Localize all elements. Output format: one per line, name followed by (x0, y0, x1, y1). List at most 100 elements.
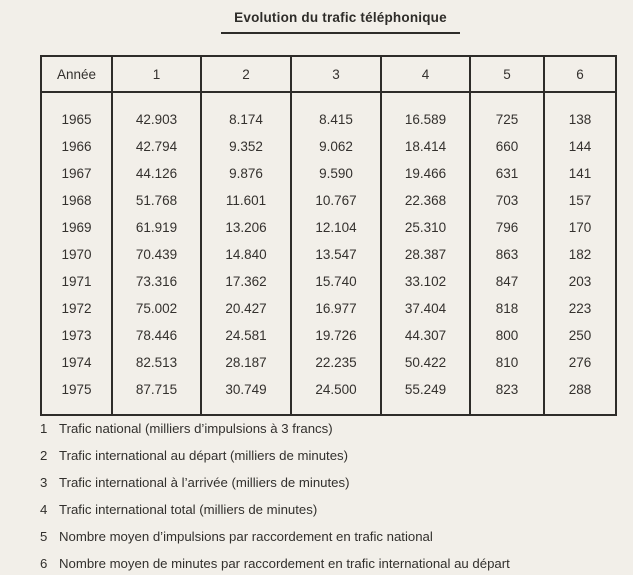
column-header: 2 (200, 56, 291, 93)
value-cell: 144 (543, 133, 616, 160)
value-cell: 44.126 (111, 160, 201, 187)
value-cell: 138 (543, 92, 616, 133)
footnote-text: Trafic national (milliers d’impulsions à… (59, 421, 333, 436)
value-cell: 847 (469, 268, 544, 295)
value-cell: 28.387 (380, 241, 470, 268)
value-cell: 863 (469, 241, 544, 268)
value-cell: 9.352 (200, 133, 291, 160)
column-header: 6 (543, 56, 616, 93)
value-cell: 8.415 (290, 92, 381, 133)
value-cell: 660 (469, 133, 544, 160)
value-cell: 9.876 (200, 160, 291, 187)
value-cell: 288 (543, 376, 616, 415)
value-cell: 203 (543, 268, 616, 295)
value-cell: 14.840 (200, 241, 291, 268)
value-cell: 25.310 (380, 214, 470, 241)
value-cell: 75.002 (111, 295, 201, 322)
footnote-text: Trafic international au départ (milliers… (59, 448, 349, 463)
value-cell: 50.422 (380, 349, 470, 376)
value-cell: 17.362 (200, 268, 291, 295)
value-cell: 9.062 (290, 133, 381, 160)
value-cell: 19.466 (380, 160, 470, 187)
column-header: 4 (380, 56, 470, 93)
footnote: 2 Trafic international au départ (millier… (40, 442, 625, 469)
footnote-number: 5 (40, 529, 48, 544)
value-cell: 13.547 (290, 241, 381, 268)
value-cell: 18.414 (380, 133, 470, 160)
value-cell: 20.427 (200, 295, 291, 322)
value-cell: 823 (469, 376, 544, 415)
footnote: 3 Trafic international à l’arrivée (milli… (40, 469, 625, 496)
value-cell: 8.174 (200, 92, 291, 133)
value-cell: 796 (469, 214, 544, 241)
footnote-number: 6 (40, 556, 48, 571)
value-cell: 182 (543, 241, 616, 268)
value-cell: 800 (469, 322, 544, 349)
value-cell: 87.715 (111, 376, 201, 415)
value-cell: 170 (543, 214, 616, 241)
footnote-number: 1 (40, 421, 48, 436)
value-cell: 19.726 (290, 322, 381, 349)
value-cell: 810 (469, 349, 544, 376)
value-cell: 818 (469, 295, 544, 322)
value-cell: 22.235 (290, 349, 381, 376)
value-cell: 82.513 (111, 349, 201, 376)
value-cell: 33.102 (380, 268, 470, 295)
footnote: 6 Nombre moyen de minutes par raccordemen… (40, 550, 625, 575)
table-header-row: Année 1 2 3 4 5 6 (41, 56, 616, 93)
value-cell: 276 (543, 349, 616, 376)
year-cell: 1970 (61, 247, 92, 262)
value-cell: 11.601 (200, 187, 291, 214)
value-cell: 42.903 (111, 92, 201, 133)
value-cell: 10.767 (290, 187, 381, 214)
table-row: 1967 44.126 9.876 9.590 19.466 631 141 (41, 160, 616, 187)
year-cell: 1966 (61, 139, 92, 154)
value-cell: 631 (469, 160, 544, 187)
value-cell: 44.307 (380, 322, 470, 349)
value-cell: 42.794 (111, 133, 201, 160)
footnote: 1 Trafic national (milliers d’impulsions … (40, 415, 625, 442)
footnote-text: Nombre moyen d’impulsions par raccordeme… (59, 529, 433, 544)
footnote-number: 4 (40, 502, 48, 517)
year-cell: 1968 (61, 193, 92, 208)
column-header: Année (41, 56, 112, 93)
table-header: Année 1 2 3 4 5 6 (41, 56, 616, 93)
table-row: 1969 61.919 13.206 12.104 25.310 796 170 (41, 214, 616, 241)
value-cell: 30.749 (200, 376, 291, 415)
value-cell: 24.500 (290, 376, 381, 415)
footnote: 5 Nombre moyen d’impulsions par raccordem… (40, 523, 625, 550)
value-cell: 28.187 (200, 349, 291, 376)
value-cell: 141 (543, 160, 616, 187)
year-cell: 1965 (61, 112, 92, 127)
value-cell: 223 (543, 295, 616, 322)
value-cell: 22.368 (380, 187, 470, 214)
value-cell: 78.446 (111, 322, 201, 349)
table-row: 1965 42.903 8.174 8.415 16.589 725 138 (41, 92, 616, 133)
value-cell: 70.439 (111, 241, 201, 268)
table-row: 1968 51.768 11.601 10.767 22.368 703 157 (41, 187, 616, 214)
footnote-number: 2 (40, 448, 48, 463)
value-cell: 73.316 (111, 268, 201, 295)
year-cell: 1972 (61, 301, 92, 316)
year-cell: 1973 (61, 328, 92, 343)
year-cell: 1969 (61, 220, 92, 235)
value-cell: 725 (469, 92, 544, 133)
table-row: 1970 70.439 14.840 13.547 28.387 863 182 (41, 241, 616, 268)
table-row: 1975 87.715 30.749 24.500 55.249 823 288 (41, 376, 616, 415)
table-row: 1972 75.002 20.427 16.977 37.404 818 223 (41, 295, 616, 322)
value-cell: 12.104 (290, 214, 381, 241)
value-cell: 703 (469, 187, 544, 214)
footnote-text: Trafic international total (milliers de … (59, 502, 318, 517)
page-header: Evolution du trafic téléphonique (60, 9, 621, 34)
value-cell: 16.977 (290, 295, 381, 322)
value-cell: 157 (543, 187, 616, 214)
column-header: 5 (469, 56, 544, 93)
column-header: 1 (111, 56, 201, 93)
value-cell: 61.919 (111, 214, 201, 241)
year-cell: 1974 (61, 355, 92, 370)
value-cell: 16.589 (380, 92, 470, 133)
footnote-number: 3 (40, 475, 48, 490)
table-body: 1965 42.903 8.174 8.415 16.589 725 138 1966 42.7… (41, 92, 616, 415)
footnote: 4 Trafic international total (milliers de… (40, 496, 625, 523)
value-cell: 13.206 (200, 214, 291, 241)
